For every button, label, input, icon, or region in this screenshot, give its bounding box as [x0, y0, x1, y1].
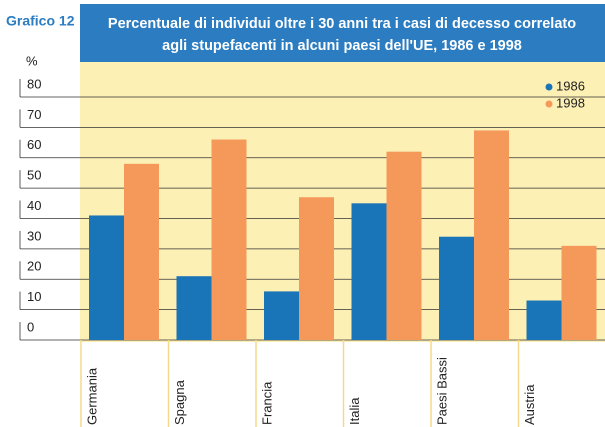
bar [176, 276, 212, 340]
y-tick-label: 80 [27, 76, 41, 91]
x-tick-label: Germania [84, 367, 99, 425]
chart-label: Grafico 12 [6, 13, 75, 29]
x-tick-label: Italia [347, 397, 362, 425]
x-tick-label: Paesi Bassi [434, 357, 449, 425]
x-tick-label: Austria [522, 384, 537, 425]
legend-label: 1998 [556, 95, 585, 110]
x-tick-label: Spagna [172, 379, 187, 425]
y-axis-label: % [26, 53, 38, 68]
y-tick-label: 20 [27, 259, 41, 274]
legend-label: 1986 [556, 78, 585, 93]
legend-marker [545, 100, 553, 108]
plot-background [80, 62, 605, 342]
chart-title: agli stupefacenti in alcuni paesi dell'U… [162, 38, 522, 54]
legend-marker [545, 83, 553, 91]
x-tick-label: Francia [259, 381, 274, 425]
bar [124, 163, 159, 340]
chart-title: Percentuale di individui oltre i 30 anni… [108, 16, 576, 32]
y-tick-label: 40 [27, 198, 41, 213]
y-tick-label: 30 [27, 228, 41, 243]
bar [439, 236, 474, 340]
bar [89, 215, 124, 340]
bar [526, 300, 562, 340]
bar [561, 245, 597, 340]
title-box [80, 4, 605, 62]
y-tick-label: 60 [27, 137, 41, 152]
y-tick-label: 0 [27, 319, 34, 334]
bar [211, 139, 247, 340]
bar [299, 197, 334, 340]
y-tick-label: 10 [27, 289, 41, 304]
bar [474, 130, 509, 340]
y-tick-label: 50 [27, 168, 41, 183]
bar [351, 203, 387, 340]
bar [386, 151, 422, 340]
y-tick-label: 70 [27, 107, 41, 122]
bar [264, 291, 299, 340]
